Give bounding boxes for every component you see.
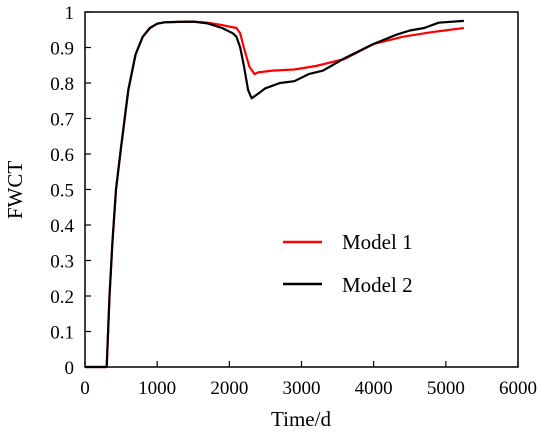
legend-label-model-1: Model 1 xyxy=(342,230,413,254)
x-tick-label: 1000 xyxy=(138,378,176,399)
x-tick-label: 2000 xyxy=(210,378,248,399)
y-axis-title: FWCT xyxy=(3,161,27,220)
y-tick-label: 0.6 xyxy=(50,145,74,166)
y-tick-label: 0.5 xyxy=(50,181,74,202)
x-tick-label: 5000 xyxy=(427,378,465,399)
plot-frame xyxy=(84,11,519,368)
series-layer xyxy=(85,19,465,369)
y-tick-label: 0.4 xyxy=(50,216,74,237)
y-tick-label: 1 xyxy=(65,3,75,24)
x-tick-label: 3000 xyxy=(283,378,321,399)
x-axis-title: Time/d xyxy=(271,407,331,431)
x-tick-label: 0 xyxy=(80,378,90,399)
y-tick-label: 0.2 xyxy=(50,287,74,308)
x-tick-label: 4000 xyxy=(355,378,393,399)
x-axis: 0 1000 2000 3000 4000 5000 6000 xyxy=(80,361,537,399)
y-tick-label: 0.8 xyxy=(50,74,74,95)
y-tick-label: 0 xyxy=(65,358,75,379)
y-axis: 0 0.1 0.2 0.3 0.4 0.5 0.6 0.7 0.8 0.9 1 xyxy=(50,3,91,379)
y-tick-label: 0.1 xyxy=(50,323,74,344)
series-line-model-2 xyxy=(85,19,464,369)
series-line-model-1 xyxy=(85,20,465,369)
y-tick-label: 0.9 xyxy=(50,39,74,60)
legend-label-model-2: Model 2 xyxy=(342,273,413,297)
y-tick-label: 0.3 xyxy=(50,252,74,273)
y-tick-label: 0.7 xyxy=(50,110,74,131)
legend: Model 1 Model 2 xyxy=(283,230,413,297)
x-tick-label: 6000 xyxy=(499,378,537,399)
